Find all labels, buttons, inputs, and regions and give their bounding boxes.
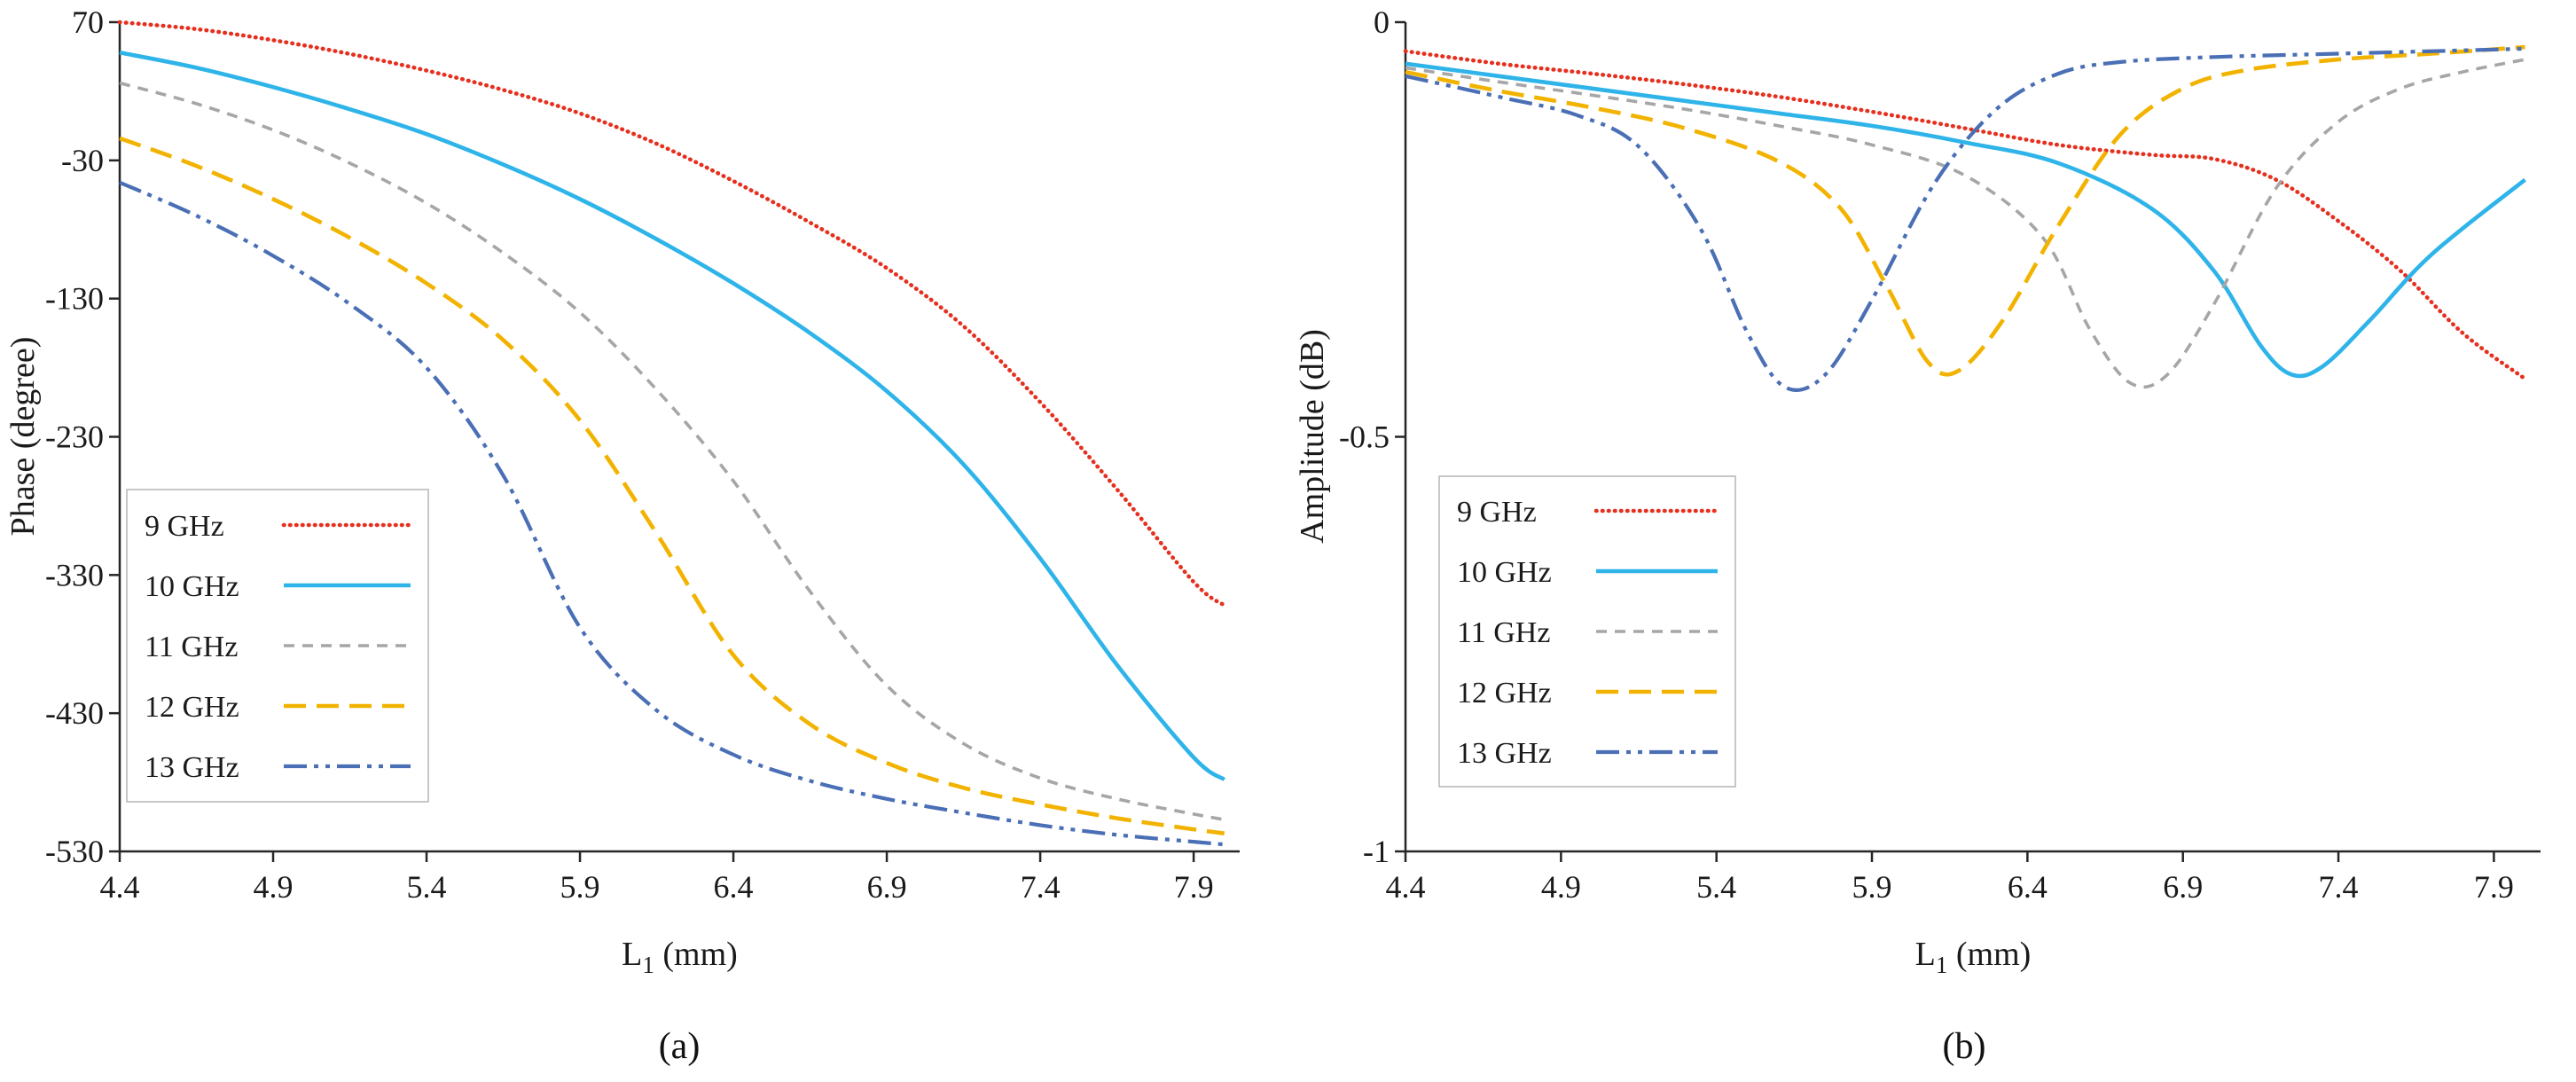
series-11-ghz [119,81,1225,821]
series-12-ghz [119,136,1225,835]
x-tick-label: 7.4 [1021,869,1061,905]
series-10-ghz [119,51,1226,781]
y-axis-label: Amplitude (dB) [1294,329,1331,544]
chart-b: 4.4 4.9 5.4 5.9 6.4 6.9 7.4 7.9 0 -0.5 -1 Amplitude… [1288,0,2576,1082]
x-tick-label: 5.4 [1696,869,1736,905]
series-11-ghz [1405,58,2525,389]
legend-label-10-ghz: 10 GHz [145,570,239,603]
legend-label-11-ghz: 11 GHz [145,631,238,663]
x-tick-label: 4.4 [100,869,140,905]
x-axis-label: L1 (mm) [622,936,738,978]
x-tick-label: 4.9 [1541,869,1581,905]
chart-a: 4.4 4.9 5.4 5.9 6.4 6.9 7.4 7.9 70 -30 -130 -230 -33… [4,4,1240,1067]
x-tick-label: 6.9 [2163,869,2203,905]
y-tick-label: -1 [1363,834,1390,869]
y-tick-label: -530 [45,834,104,869]
legend-label-13-ghz: 13 GHz [145,751,239,784]
y-tick-label: 0 [1374,4,1390,40]
x-tick-label: 5.4 [407,869,447,905]
x-tick-label: 7.9 [2474,869,2514,905]
y-tick-label: -230 [45,419,104,455]
y-tick-label: -0.5 [1339,419,1390,455]
y-tick-label: -330 [45,557,104,592]
y-tick-label: -430 [45,695,104,731]
series-9-ghz [1403,49,2527,381]
series-9-ghz [117,20,1226,608]
y-axis-label: Phase (degree) [4,337,42,537]
x-tick-label: 5.9 [1852,869,1892,905]
legend-box [1438,475,1736,788]
legend-label-11-ghz: 11 GHz [1457,616,1550,649]
x-tick-label: 6.4 [2008,869,2047,905]
legend-label-10-ghz: 10 GHz [1457,556,1552,589]
y-tick-label: 70 [72,4,104,40]
x-tick-label: 7.9 [1174,869,1214,905]
series-13-ghz [119,180,1225,847]
chart-a-canvas: 4.4 4.9 5.4 5.9 6.4 6.9 7.4 7.9 70 -30 -130 -230 -33… [4,4,1240,978]
legend-label-12-ghz: 12 GHz [145,691,239,724]
chart-a-caption: (a) [658,1026,701,1067]
x-axis-label: L1 (mm) [1915,936,2032,978]
legend-label-9-ghz: 9 GHz [1457,496,1537,529]
legend-label-13-ghz: 13 GHz [1457,737,1552,770]
legend-label-12-ghz: 12 GHz [1457,677,1552,710]
chart-b-canvas: 4.4 4.9 5.4 5.9 6.4 6.9 7.4 7.9 0 -0.5 -1 Amplitude… [1294,4,2541,978]
x-tick-label: 7.4 [2319,869,2359,905]
y-tick-label: -30 [61,143,104,178]
chart-b-caption: (b) [1942,1026,1986,1067]
x-tick-label: 6.4 [714,869,754,905]
x-tick-label: 4.4 [1386,869,1426,905]
series-10-ghz [1405,61,2526,379]
y-tick-label: -130 [45,281,104,317]
x-tick-label: 5.9 [560,869,600,905]
x-tick-label: 6.9 [867,869,907,905]
legend-label-9-ghz: 9 GHz [145,510,224,543]
series-13-ghz [1405,46,2525,392]
x-tick-label: 4.9 [254,869,294,905]
series-12-ghz [1405,44,2525,377]
